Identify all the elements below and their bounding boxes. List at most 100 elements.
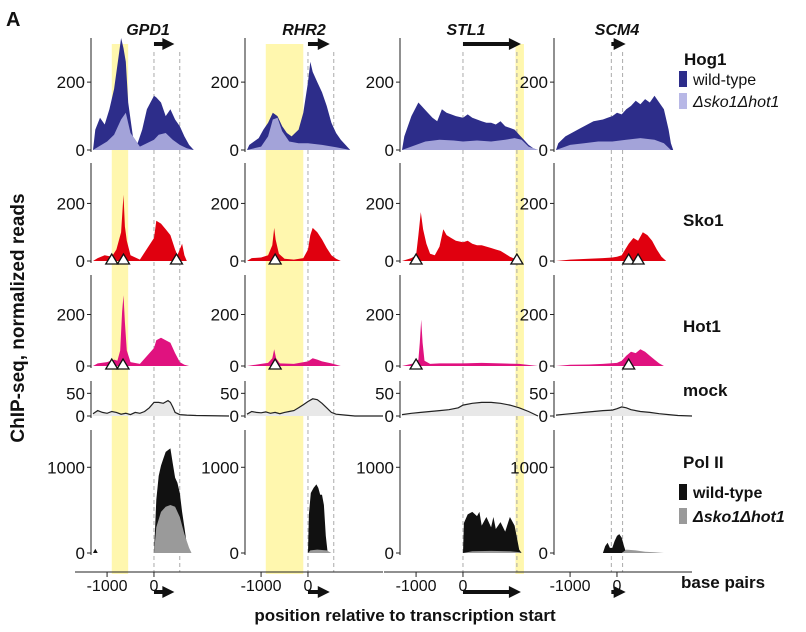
legend-label-hog1-mutant: Δsko1Δhot1 [692,94,779,111]
y-tick-label-pol2-scm4-0: 0 [539,544,548,563]
tss-arrow-head-top-scm4 [613,38,626,50]
series-mock-line-scm4 [555,406,693,417]
series-pol2_wt-scm4 [556,534,692,553]
series-sko1-scm4 [556,232,692,261]
row-label-hot1: Hot1 [683,317,721,336]
y-tick-label-hog1-gpd1-0: 0 [76,141,85,160]
x-tick-label-stl1-1: 0 [459,578,468,595]
y-tick-label-pol2-gpd1-0: 0 [76,544,85,563]
motif-triangle-hot1-gpd1-1 [115,357,131,370]
y-tick-label-hog1-rhr2-0: 0 [230,141,239,160]
y-tick-label-hot1-gpd1-1: 200 [57,305,85,324]
series-pol2_mut-rhr2 [247,549,383,553]
y-tick-label-mock-stl1-0: 0 [385,407,394,426]
motif-triangle-sko1-gpd1-2 [169,252,184,265]
series-hog1_mut-scm4 [556,138,692,150]
tss-arrow-head-top-rhr2 [317,38,330,50]
x-tick-label-gpd1-0: -1000 [87,578,128,595]
y-tick-label-pol2-rhr2-0: 0 [230,544,239,563]
y-tick-label-hot1-stl1-1: 200 [366,305,394,324]
series-hog1_mut-gpd1 [93,112,229,150]
motif-triangle-hot1-scm4-0 [621,357,636,370]
series-hot1-scm4 [556,349,692,366]
tss-arrow-head-top-stl1 [508,38,521,50]
legend-swatch-pol2-mutant [679,508,687,524]
series-pol2_wt-rhr2 [247,484,383,553]
y-tick-label-pol2-gpd1-1: 1000 [47,458,85,477]
tss-arrow-head-bottom-gpd1 [162,586,175,598]
series-pol2_mut-scm4 [556,549,692,553]
series-sko1-rhr2 [247,227,383,261]
y-tick-label-mock-scm4-0: 0 [539,407,548,426]
gene-title-gpd1: GPD1 [126,22,170,39]
row-label-hog1: Hog1 [684,50,727,69]
series-sko1-gpd1 [93,194,229,261]
y-tick-label-hog1-scm4-1: 200 [520,73,548,92]
y-tick-label-pol2-stl1-0: 0 [385,544,394,563]
x-tick-label-rhr2-1: 0 [304,578,313,595]
motif-triangle-sko1-scm4-1 [630,252,646,265]
legend-label-hog1-wild-type: wild-type [692,72,756,89]
y-tick-label-hog1-stl1-1: 200 [366,73,394,92]
x-tick-label-rhr2-0: -1000 [241,578,282,595]
legend-swatch-hog1-mutant [679,93,687,109]
y-tick-label-sko1-stl1-0: 0 [385,252,394,271]
y-tick-label-hot1-scm4-0: 0 [539,357,548,376]
series-mock-rhr2 [247,398,383,416]
series-pol2_wt-gpd1 [93,448,229,553]
series-mock-line-gpd1 [92,399,230,417]
tss-arrow-head-top-gpd1 [162,38,175,50]
series-mock-stl1 [402,402,538,416]
motif-triangle-sko1-gpd1-0 [104,252,119,265]
series-pol2_wt-stl1 [402,511,538,553]
y-axis-label: ChIP-seq, normalized reads [8,193,29,442]
y-tick-label-pol2-scm4-1: 1000 [510,458,548,477]
y-tick-label-pol2-rhr2-1: 1000 [201,458,239,477]
x-axis-label: position relative to transcription start [254,606,556,625]
tss-arrow-head-bottom-stl1 [508,586,521,598]
tss-arrow-head-bottom-rhr2 [317,586,330,598]
y-tick-label-sko1-scm4-0: 0 [539,252,548,271]
y-tick-label-pol2-stl1-1: 1000 [356,458,394,477]
y-tick-label-hog1-stl1-0: 0 [385,141,394,160]
series-hog1_mut-rhr2 [247,117,383,150]
x-tick-label-stl1-0: -1000 [396,578,437,595]
motif-triangle-sko1-rhr2-0 [267,252,283,265]
y-tick-label-mock-rhr2-0: 0 [230,407,239,426]
highlight-band-gpd1 [111,44,129,574]
series-mock-line-stl1 [401,401,539,417]
motif-triangle-hot1-rhr2-0 [267,357,283,370]
series-mock-line-rhr2 [246,398,383,417]
y-tick-label-hog1-gpd1-1: 200 [57,73,85,92]
series-pol2_mut-gpd1 [93,505,229,553]
y-tick-label-hot1-stl1-0: 0 [385,357,394,376]
y-tick-label-sko1-rhr2-1: 200 [211,194,239,213]
motif-triangle-sko1-stl1-0 [408,252,424,265]
y-tick-label-hot1-rhr2-1: 200 [211,305,239,324]
gene-title-scm4: SCM4 [595,22,640,39]
highlight-band-stl1 [515,44,524,574]
panel-label: A [6,9,20,31]
series-pol2_mut-stl1 [402,550,538,553]
overlay-layer [104,38,646,598]
series-hog1_wt-stl1 [402,102,538,150]
series-mock-gpd1 [93,400,229,416]
y-tick-label-hog1-scm4-0: 0 [539,141,548,160]
y-tick-label-sko1-gpd1-1: 200 [57,194,85,213]
x-tick-label-scm4-1: 0 [613,578,622,595]
y-tick-label-sko1-rhr2-0: 0 [230,252,239,271]
x-tick-label-gpd1-1: 0 [150,578,159,595]
motif-triangle-hot1-stl1-0 [408,357,424,370]
series-hot1-gpd1 [93,295,229,366]
legend-swatch-pol2-wild-type [679,484,687,500]
row-label-mock: mock [683,381,728,400]
y-tick-label-hot1-rhr2-0: 0 [230,357,239,376]
y-tick-label-sko1-scm4-1: 200 [520,194,548,213]
y-tick-label-sko1-gpd1-0: 0 [76,252,85,271]
motif-triangle-sko1-scm4-0 [621,252,636,265]
y-tick-label-mock-gpd1-1: 50 [66,384,85,403]
y-tick-label-sko1-stl1-1: 200 [366,194,394,213]
legend-label-pol2-mutant: Δsko1Δhot1 [692,509,785,526]
y-tick-label-mock-scm4-1: 50 [529,384,548,403]
